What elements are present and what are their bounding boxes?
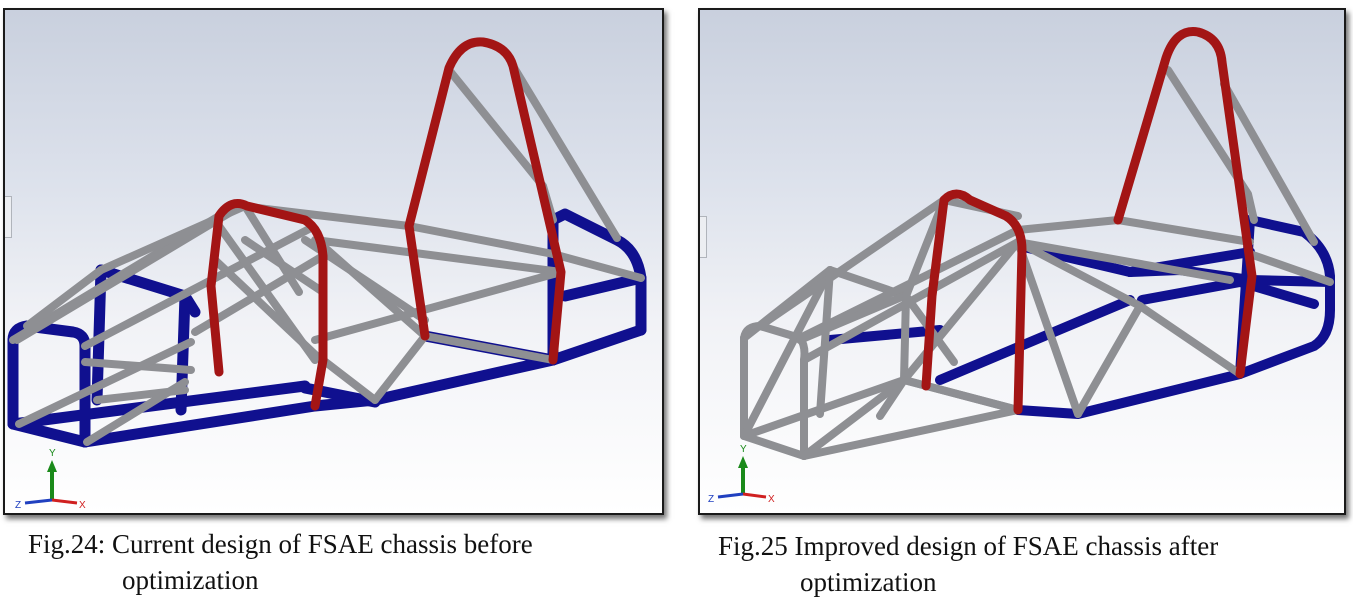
viewport-side-tab[interactable] [700, 216, 707, 258]
axis-y-label: Y [740, 444, 747, 455]
roll-hoop-tubes [921, 27, 1257, 415]
figure-25-caption: Fig.25 Improved design of FSAE chassis a… [718, 531, 1219, 561]
bracing-tubes [740, 66, 1334, 460]
axis-x-label: X [79, 500, 86, 511]
axis-x-label: X [768, 494, 775, 505]
figure-25-viewport: Y X Z [698, 8, 1346, 515]
figure-24-caption: Fig.24: Current design of FSAE chassis b… [28, 529, 533, 559]
figure-24-viewport: Y X Z [3, 8, 664, 515]
chassis-render-improved: Y X Z [708, 27, 1335, 505]
axis-z-label: Z [15, 500, 21, 511]
viewport-side-tab[interactable] [5, 196, 12, 238]
roll-hoop-tubes [206, 37, 566, 411]
figure-24-caption-continued: optimization [122, 565, 259, 595]
chassis-render-current: Y X Z [7, 37, 647, 511]
axis-triad: Y X Z [708, 444, 775, 505]
figure-25-caption-continued: optimization [800, 567, 937, 597]
axis-y-label: Y [49, 448, 56, 459]
axis-z-label: Z [708, 494, 714, 505]
axis-triad: Y X Z [15, 448, 86, 511]
